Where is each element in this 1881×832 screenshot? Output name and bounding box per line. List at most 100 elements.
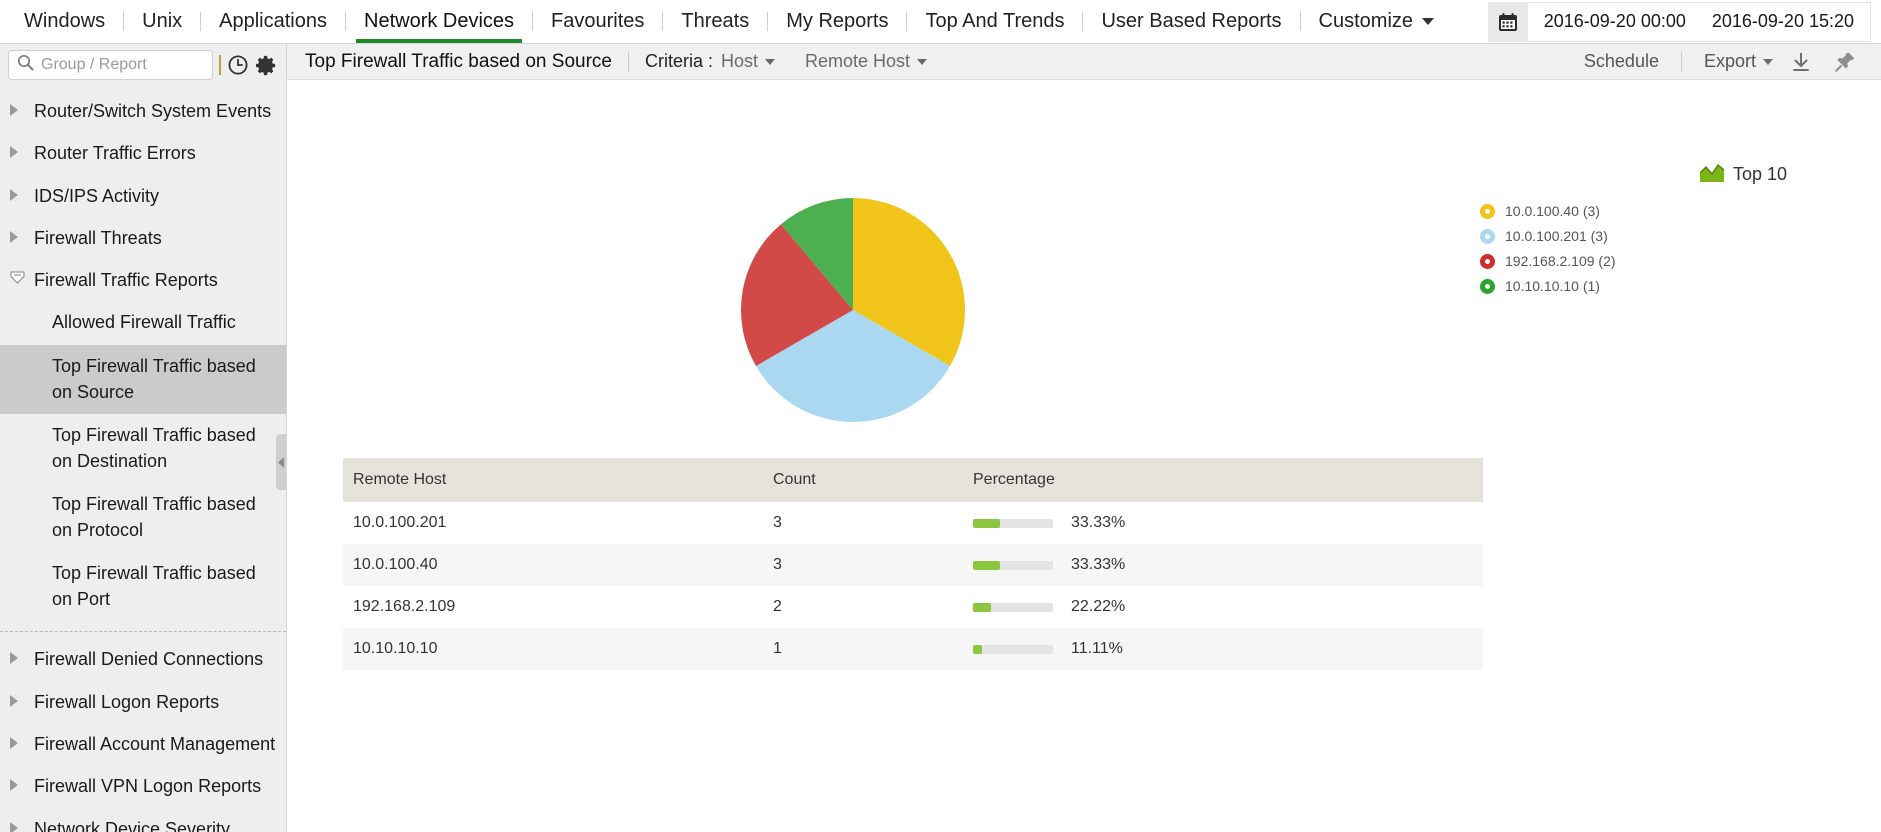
- percentage-bar-track: [973, 644, 1053, 654]
- collapse-panel-icon[interactable]: [276, 434, 286, 490]
- table-row[interactable]: 192.168.2.109 2 22.22%: [343, 586, 1483, 628]
- table-row[interactable]: 10.0.100.201 3 33.33%: [343, 502, 1483, 544]
- column-header-remote-host[interactable]: Remote Host: [343, 458, 763, 502]
- legend-item[interactable]: 10.0.100.201 (3): [1480, 228, 1616, 244]
- date-from[interactable]: 2016-09-20 00:00: [1527, 1, 1696, 42]
- nav-divider: [1082, 12, 1084, 31]
- percentage-bar-track: [973, 518, 1053, 528]
- search-box[interactable]: [8, 50, 213, 80]
- sidebar-item-firewall-vpn-logon-reports[interactable]: Firewall VPN Logon Reports: [0, 765, 286, 807]
- sidebar-item-top-firewall-traffic-based-on-port[interactable]: Top Firewall Traffic based on Port: [52, 563, 256, 609]
- legend-label: 10.0.100.40 (3): [1505, 203, 1600, 219]
- chevron-right-icon[interactable]: [10, 694, 26, 707]
- search-input[interactable]: [41, 56, 204, 74]
- toolbar-divider: [627, 51, 629, 72]
- area-chart-icon: [1699, 162, 1725, 187]
- toolbar-divider: [1680, 51, 1682, 72]
- chevron-right-icon[interactable]: [10, 230, 26, 243]
- sidebar-item-firewall-traffic-reports[interactable]: Firewall Traffic Reports: [0, 259, 286, 301]
- criteria-host-dropdown[interactable]: Host: [721, 51, 775, 72]
- chevron-right-icon[interactable]: [10, 104, 26, 116]
- chevron-right-icon[interactable]: [10, 652, 26, 665]
- remote-host-dropdown[interactable]: Remote Host: [805, 51, 928, 72]
- sidebar-item-label: IDS/IPS Activity: [34, 185, 160, 206]
- pie-chart: [740, 197, 966, 423]
- clock-icon[interactable]: [227, 54, 249, 76]
- schedule-button[interactable]: Schedule: [1583, 51, 1659, 71]
- criteria-label: Criteria :: [644, 51, 713, 71]
- column-header-percentage[interactable]: Percentage: [963, 458, 1483, 502]
- sidebar-item-firewall-denied-connections[interactable]: Firewall Denied Connections: [0, 638, 286, 680]
- pie-slice[interactable]: [741, 224, 853, 366]
- table-row[interactable]: 10.10.10.10 1 11.11%: [343, 628, 1483, 670]
- sidebar-item-label: Firewall Traffic Reports: [34, 270, 218, 291]
- nav-item-favourites[interactable]: Favourites: [551, 10, 645, 32]
- table-row[interactable]: 10.0.100.40 3 33.33%: [343, 544, 1483, 586]
- sidebar-item-top-firewall-traffic-based-on-destination[interactable]: Top Firewall Traffic based on Destinatio…: [52, 425, 256, 471]
- chevron-right-icon[interactable]: [10, 188, 26, 201]
- sidebar-item-top-firewall-traffic-based-on-protocol[interactable]: Top Firewall Traffic based on Protocol: [52, 494, 256, 540]
- chevron-down-icon: [1763, 58, 1773, 65]
- legend-item[interactable]: 10.10.10.10 (1): [1480, 278, 1616, 294]
- column-header-count[interactable]: Count: [763, 458, 963, 502]
- pie-slice[interactable]: [853, 198, 965, 366]
- sidebar-item-label: Firewall VPN Logon Reports: [34, 776, 262, 797]
- nav-item-network-devices[interactable]: Network Devices: [346, 0, 532, 43]
- gear-icon[interactable]: [255, 54, 278, 77]
- sidebar-item-router-switch-system-events[interactable]: Router/Switch System Events: [0, 90, 286, 132]
- top-10-label: Top 10: [1732, 164, 1787, 184]
- nav-divider: [767, 12, 769, 31]
- nav-item-applications[interactable]: Applications: [219, 10, 327, 32]
- nav-divider: [532, 12, 534, 31]
- export-button[interactable]: Export: [1698, 51, 1779, 72]
- report-tree: Router/Switch System Events Router Traffi…: [0, 86, 286, 832]
- nav-divider: [906, 12, 908, 31]
- table-body: 10.0.100.201 3 33.33% 10.0.100.40 3 33.33% 192…: [343, 502, 1483, 670]
- nav-item-customize[interactable]: Customize: [1301, 0, 1452, 43]
- sidebar-item-firewall-account-management[interactable]: Firewall Account Management: [0, 723, 286, 765]
- sidebar-item-top-firewall-traffic-based-on-source[interactable]: Top Firewall Traffic based on Source: [0, 345, 286, 415]
- sidebar-item-firewall-logon-reports[interactable]: Firewall Logon Reports: [0, 681, 286, 723]
- download-icon[interactable]: [1779, 50, 1823, 74]
- report-toolbar: Top Firewall Traffic based on Source Cri…: [287, 44, 1881, 80]
- cell-percentage: 33.33%: [963, 544, 1483, 586]
- chevron-right-icon[interactable]: [10, 146, 26, 159]
- chevron-down-icon[interactable]: [10, 271, 26, 284]
- percentage-bar-fill: [973, 644, 982, 654]
- sidebar-item-firewall-threats[interactable]: Firewall Threats: [0, 217, 286, 259]
- nav-item-windows[interactable]: Windows: [24, 10, 106, 32]
- sidebar-search-row: [0, 44, 286, 86]
- cell-remote-host: 10.10.10.10: [353, 640, 438, 657]
- calendar-icon[interactable]: [1487, 1, 1528, 42]
- sidebar-item-label: Network Device Severity Report: [34, 818, 231, 832]
- toolbar-actions: Schedule Export: [1578, 50, 1867, 74]
- percentage-value: 22.22%: [1071, 598, 1126, 615]
- chevron-right-icon[interactable]: [10, 779, 26, 792]
- nav-divider: [345, 12, 346, 31]
- nav-item-list: Windows Unix Applications Network Devices Fa…: [0, 0, 1452, 43]
- report-table: Remote Host Count Percentage 10.0.100.20…: [343, 458, 1483, 670]
- chevron-right-icon[interactable]: [10, 821, 26, 832]
- percentage-bar-fill: [973, 518, 1000, 528]
- nav-item-threats[interactable]: Threats: [681, 10, 750, 32]
- legend-item[interactable]: 10.0.100.40 (3): [1480, 203, 1616, 219]
- sidebar-item-ids-ips-activity[interactable]: IDS/IPS Activity: [0, 175, 286, 217]
- nav-item-unix[interactable]: Unix: [142, 10, 183, 32]
- nav-item-top-and-trends[interactable]: Top And Trends: [925, 10, 1065, 32]
- top-nav-right-group: 2016-09-20 00:00 2016-09-20 15:20: [1487, 0, 1881, 43]
- sidebar-item-allowed-firewall-traffic[interactable]: Allowed Firewall Traffic: [52, 312, 236, 333]
- page-title: Top Firewall Traffic based on Source: [305, 50, 612, 72]
- cell-count: 1: [773, 640, 782, 657]
- legend-item[interactable]: 192.168.2.109 (2): [1480, 253, 1616, 269]
- date-to[interactable]: 2016-09-20 15:20: [1695, 1, 1871, 42]
- nav-item-my-reports[interactable]: My Reports: [786, 10, 889, 32]
- pie-slice[interactable]: [756, 310, 950, 422]
- pie-slice[interactable]: [781, 198, 853, 310]
- chevron-right-icon[interactable]: [10, 737, 26, 749]
- sidebar-item-network-device-severity-report[interactable]: Network Device Severity Report: [0, 808, 286, 832]
- nav-item-user-based-reports[interactable]: User Based Reports: [1101, 10, 1282, 32]
- pin-icon[interactable]: [1823, 50, 1867, 74]
- top-10-selector[interactable]: Top 10: [1699, 162, 1787, 187]
- sidebar-item-router-traffic-errors[interactable]: Router Traffic Errors: [0, 132, 286, 174]
- percentage-bar-track: [973, 560, 1053, 570]
